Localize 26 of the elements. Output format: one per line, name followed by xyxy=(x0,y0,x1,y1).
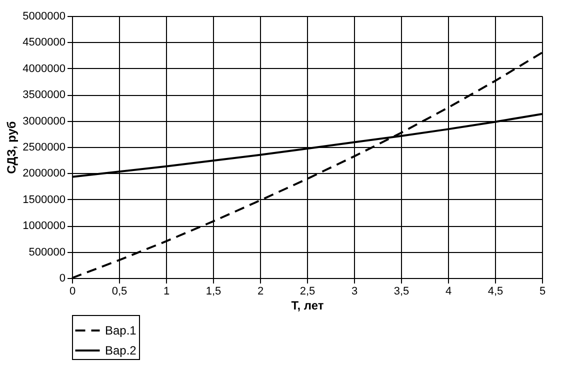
x-axis-title: T, лет xyxy=(291,298,324,312)
x-tick-label: 0,5 xyxy=(112,286,128,298)
x-tick-label: 4,5 xyxy=(488,286,504,298)
y-tick-label: 2000000 xyxy=(22,168,66,180)
x-tick-label: 2,5 xyxy=(300,286,316,298)
y-tick-label: 1500000 xyxy=(22,194,66,206)
y-tick-label: 0 xyxy=(59,272,66,284)
legend-label: Вар.2 xyxy=(105,344,137,358)
x-tick-label: 1 xyxy=(163,286,170,298)
y-tick-label: 3500000 xyxy=(22,89,66,102)
x-tick-label: 5 xyxy=(539,286,546,298)
y-tick-label: 1000000 xyxy=(22,220,66,232)
x-tick-label: 0 xyxy=(69,286,76,298)
x-tick-label: 2 xyxy=(257,286,264,298)
y-tick-label: 4000000 xyxy=(22,62,66,75)
x-tick-label: 3,5 xyxy=(394,286,410,298)
legend-label: Вар.1 xyxy=(105,324,137,338)
x-tick-label: 1,5 xyxy=(206,286,222,298)
x-tick-label: 4 xyxy=(445,286,452,298)
y-tick-label: 5000000 xyxy=(22,10,66,22)
x-tick-label: 3 xyxy=(351,286,358,298)
y-axis-title: СДЗ, руб xyxy=(4,121,19,174)
y-tick-label: 500000 xyxy=(28,246,66,258)
y-tick-label: 4500000 xyxy=(22,36,66,49)
y-tick-label: 2500000 xyxy=(22,142,66,154)
y-tick-label: 3000000 xyxy=(22,115,66,128)
